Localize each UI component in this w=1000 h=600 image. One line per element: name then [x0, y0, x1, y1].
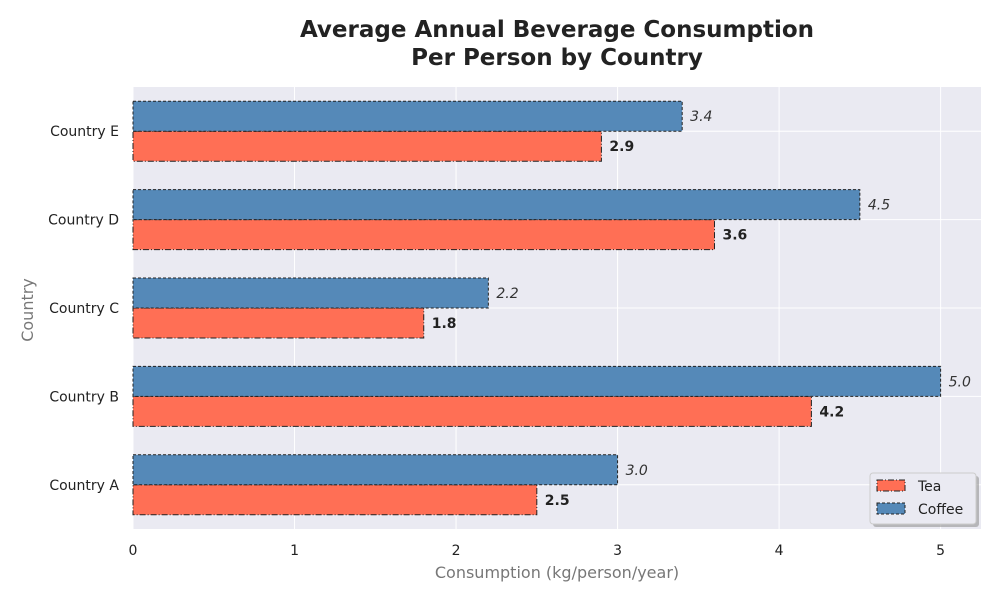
- y-tick-label: Country C: [49, 301, 119, 317]
- bar-coffee: [132, 365, 942, 397]
- bar-tea: [132, 395, 812, 427]
- y-tick-label: Country D: [48, 213, 119, 229]
- x-tick-label: 4: [775, 543, 784, 559]
- value-label-coffee: 3.4: [690, 109, 712, 125]
- value-label-tea: 4.2: [819, 404, 844, 420]
- chart-title-line1: Average Annual Beverage Consumption: [300, 17, 814, 43]
- legend: Tea Coffee: [869, 472, 979, 527]
- bar-tea: [132, 219, 715, 251]
- x-tick-label: 0: [129, 543, 138, 559]
- value-label-tea: 3.6: [722, 228, 747, 244]
- bar-coffee: [132, 454, 619, 486]
- legend-label-tea: Tea: [917, 479, 941, 495]
- value-label-tea: 1.8: [432, 316, 457, 332]
- value-label-coffee: 3.0: [626, 463, 648, 479]
- bar-tea: [132, 130, 602, 162]
- value-labels: 2.5 3.0 4.2 5.0 1.8 2.2 3.6 4.5 2.9 3.4: [432, 109, 971, 509]
- value-label-coffee: 4.5: [868, 198, 890, 214]
- value-label-tea: 2.9: [609, 139, 634, 155]
- bar-coffee: [132, 277, 489, 309]
- axis-ticks: 0 1 2 3 4 5 Country A Country B Country C Country…: [48, 124, 945, 559]
- bar-coffee: [132, 100, 683, 132]
- x-axis-label: Consumption (kg/person/year): [435, 563, 679, 582]
- value-label-coffee: 2.2: [496, 286, 518, 302]
- y-tick-label: Country E: [50, 124, 119, 140]
- legend-label-coffee: Coffee: [918, 502, 963, 518]
- bar-coffee: [132, 189, 861, 221]
- x-tick-label: 1: [290, 543, 299, 559]
- y-tick-label: Country B: [49, 389, 119, 405]
- x-tick-label: 3: [613, 543, 622, 559]
- x-tick-label: 5: [936, 543, 945, 559]
- bar-tea: [132, 484, 538, 516]
- bar-tea: [132, 307, 425, 339]
- value-label-tea: 2.5: [545, 493, 570, 509]
- x-tick-label: 2: [452, 543, 461, 559]
- y-axis-label: Country: [18, 278, 37, 342]
- bars: [132, 100, 942, 516]
- chart-title-line2: Per Person by Country: [411, 45, 703, 71]
- y-tick-label: Country A: [49, 478, 119, 494]
- legend-swatch-coffee: [876, 502, 906, 515]
- legend-swatch-tea: [876, 479, 906, 492]
- value-label-coffee: 5.0: [949, 374, 971, 390]
